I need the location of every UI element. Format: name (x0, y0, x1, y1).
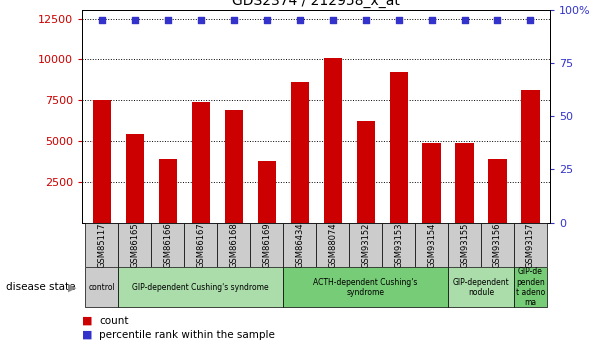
Bar (415, 223, 448, 267)
Text: GSM86169: GSM86169 (262, 222, 271, 268)
Bar (283, 267, 448, 307)
Text: ACTH-dependent Cushing's
syndrome: ACTH-dependent Cushing's syndrome (314, 277, 418, 297)
Point (163, 17, 173, 23)
Bar (119, 267, 283, 307)
Bar (119, 223, 151, 267)
Bar (356, 121, 375, 223)
Text: GSM85117: GSM85117 (97, 222, 106, 268)
Bar (184, 223, 217, 267)
Text: GSM93154: GSM93154 (427, 222, 436, 268)
Bar (423, 142, 441, 223)
Bar (283, 223, 316, 267)
Text: GSM86166: GSM86166 (164, 222, 172, 268)
Bar (514, 267, 547, 307)
Text: GSM93157: GSM93157 (526, 222, 535, 268)
Text: GIP-de
penden
t adeno
ma: GIP-de penden t adeno ma (516, 267, 545, 307)
Text: GSM86168: GSM86168 (229, 222, 238, 268)
Point (427, 17, 437, 23)
Point (295, 17, 305, 23)
Bar (250, 223, 283, 267)
Point (460, 17, 469, 23)
Bar (93, 100, 111, 223)
Point (394, 17, 404, 23)
Point (196, 17, 206, 23)
Bar (390, 72, 407, 223)
Point (130, 17, 140, 23)
Bar (258, 160, 276, 223)
Bar (126, 135, 144, 223)
Bar (349, 223, 382, 267)
Text: GSM93156: GSM93156 (493, 222, 502, 268)
Text: GSM93155: GSM93155 (460, 222, 469, 268)
Text: percentile rank within the sample: percentile rank within the sample (99, 330, 275, 339)
Point (262, 17, 272, 23)
Point (97, 17, 107, 23)
Bar (85, 267, 119, 307)
Text: count: count (99, 316, 129, 326)
Text: GSM86434: GSM86434 (295, 222, 304, 268)
Text: ▶: ▶ (67, 282, 76, 292)
Text: GIP-dependent
nodule: GIP-dependent nodule (452, 277, 510, 297)
Bar (488, 159, 506, 223)
Bar (316, 223, 349, 267)
Text: control: control (89, 283, 116, 292)
Bar (455, 142, 474, 223)
Bar (448, 267, 514, 307)
Bar (514, 223, 547, 267)
Bar (522, 90, 539, 223)
Point (361, 17, 370, 23)
Point (492, 17, 502, 23)
Bar (225, 110, 243, 223)
Text: disease state: disease state (6, 282, 75, 292)
Bar (323, 58, 342, 223)
Text: GSM93153: GSM93153 (394, 222, 403, 268)
Point (328, 17, 337, 23)
Text: GSM88074: GSM88074 (328, 222, 337, 268)
Text: GSM86167: GSM86167 (196, 222, 206, 268)
Bar (85, 223, 119, 267)
Text: GSM86165: GSM86165 (130, 222, 139, 268)
Point (229, 17, 238, 23)
Bar (151, 223, 184, 267)
Point (525, 17, 535, 23)
Title: GDS2374 / 212958_x_at: GDS2374 / 212958_x_at (232, 0, 400, 8)
Bar (192, 102, 210, 223)
Bar (382, 223, 415, 267)
Bar (291, 82, 309, 223)
Text: GIP-dependent Cushing's syndrome: GIP-dependent Cushing's syndrome (133, 283, 269, 292)
Text: ■: ■ (82, 316, 92, 326)
Bar (217, 223, 250, 267)
Text: ■: ■ (82, 330, 92, 339)
Text: GSM93152: GSM93152 (361, 222, 370, 268)
Bar (481, 223, 514, 267)
Bar (448, 223, 481, 267)
Bar (159, 159, 177, 223)
